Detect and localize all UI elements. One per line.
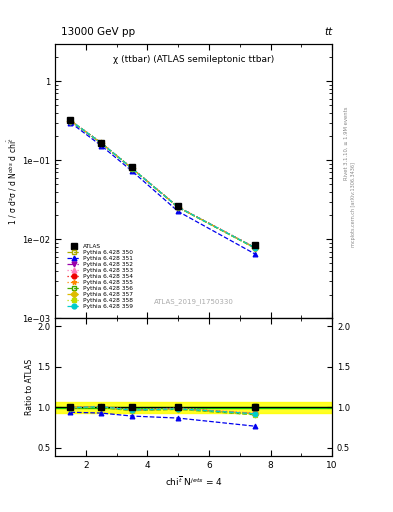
Pythia 6.428 358 [130, 165, 134, 172]
Line: Pythia 6.428 351: Pythia 6.428 351 [68, 120, 257, 257]
Pythia 6.428 352 [99, 140, 104, 146]
Text: tt: tt [324, 27, 332, 37]
Pythia 6.428 351 [253, 251, 257, 257]
Pythia 6.428 356 [253, 245, 257, 251]
Pythia 6.428 351 [99, 142, 104, 148]
Pythia 6.428 351 [130, 168, 134, 174]
Line: Pythia 6.428 357: Pythia 6.428 357 [68, 118, 257, 250]
Pythia 6.428 355 [130, 165, 134, 172]
Pythia 6.428 359 [176, 204, 180, 210]
Pythia 6.428 351 [176, 208, 180, 215]
Pythia 6.428 358 [68, 118, 73, 124]
Pythia 6.428 354 [68, 117, 73, 123]
Pythia 6.428 357 [253, 245, 257, 251]
Pythia 6.428 352 [253, 245, 257, 251]
Text: 13000 GeV pp: 13000 GeV pp [61, 27, 135, 37]
Pythia 6.428 353 [99, 140, 104, 146]
Pythia 6.428 354 [99, 140, 104, 146]
Pythia 6.428 351 [68, 119, 73, 125]
Y-axis label: 1 / σ d²σ / d N$^{obs}$ d chi$^{\bar{t}}$: 1 / σ d²σ / d N$^{obs}$ d chi$^{\bar{t}}… [6, 137, 19, 225]
Pythia 6.428 355 [68, 117, 73, 123]
Pythia 6.428 359 [99, 140, 104, 146]
Text: ATLAS_2019_I1750330: ATLAS_2019_I1750330 [154, 298, 233, 305]
Pythia 6.428 359 [253, 245, 257, 251]
Pythia 6.428 359 [68, 117, 73, 123]
Pythia 6.428 358 [99, 140, 104, 146]
Pythia 6.428 355 [253, 245, 257, 251]
Pythia 6.428 357 [99, 140, 104, 146]
Pythia 6.428 350 [176, 204, 180, 210]
Pythia 6.428 358 [253, 245, 257, 251]
Pythia 6.428 355 [176, 204, 180, 210]
Text: χ (ttbar) (ATLAS semileptonic ttbar): χ (ttbar) (ATLAS semileptonic ttbar) [113, 54, 274, 63]
Line: Pythia 6.428 354: Pythia 6.428 354 [68, 118, 257, 250]
Pythia 6.428 358 [176, 204, 180, 210]
Line: Pythia 6.428 359: Pythia 6.428 359 [68, 118, 257, 250]
Pythia 6.428 356 [99, 140, 104, 146]
Line: Pythia 6.428 352: Pythia 6.428 352 [68, 118, 257, 250]
Pythia 6.428 356 [68, 118, 73, 124]
Pythia 6.428 357 [68, 117, 73, 123]
Pythia 6.428 353 [253, 244, 257, 250]
Pythia 6.428 355 [99, 140, 104, 146]
Pythia 6.428 353 [68, 117, 73, 123]
Pythia 6.428 357 [176, 204, 180, 210]
Line: Pythia 6.428 350: Pythia 6.428 350 [68, 118, 257, 250]
Pythia 6.428 350 [99, 140, 104, 146]
Pythia 6.428 356 [176, 204, 180, 210]
Line: Pythia 6.428 353: Pythia 6.428 353 [68, 118, 257, 250]
Pythia 6.428 352 [68, 117, 73, 123]
X-axis label: chi$^{\overline{t}}$ N$^{jets}$ = 4: chi$^{\overline{t}}$ N$^{jets}$ = 4 [165, 474, 222, 487]
Pythia 6.428 350 [253, 245, 257, 251]
Pythia 6.428 352 [176, 204, 180, 210]
Pythia 6.428 354 [176, 204, 180, 210]
Pythia 6.428 353 [176, 204, 180, 210]
Pythia 6.428 356 [130, 165, 134, 172]
Pythia 6.428 354 [130, 165, 134, 172]
Pythia 6.428 357 [130, 165, 134, 172]
Line: Pythia 6.428 355: Pythia 6.428 355 [68, 118, 257, 250]
Text: mcplots.cern.ch [arXiv:1306.3436]: mcplots.cern.ch [arXiv:1306.3436] [351, 162, 356, 247]
Text: Rivet 3.1.10, ≥ 1.9M events: Rivet 3.1.10, ≥ 1.9M events [343, 106, 348, 180]
Line: Pythia 6.428 356: Pythia 6.428 356 [68, 118, 257, 251]
Pythia 6.428 353 [130, 165, 134, 171]
Pythia 6.428 354 [253, 245, 257, 251]
Pythia 6.428 350 [130, 165, 134, 172]
Pythia 6.428 359 [130, 165, 134, 172]
Y-axis label: Ratio to ATLAS: Ratio to ATLAS [25, 359, 34, 415]
Pythia 6.428 350 [68, 117, 73, 123]
Legend: ATLAS, Pythia 6.428 350, Pythia 6.428 351, Pythia 6.428 352, Pythia 6.428 353, P: ATLAS, Pythia 6.428 350, Pythia 6.428 35… [66, 243, 134, 310]
Line: Pythia 6.428 358: Pythia 6.428 358 [68, 118, 257, 251]
Pythia 6.428 352 [130, 165, 134, 172]
